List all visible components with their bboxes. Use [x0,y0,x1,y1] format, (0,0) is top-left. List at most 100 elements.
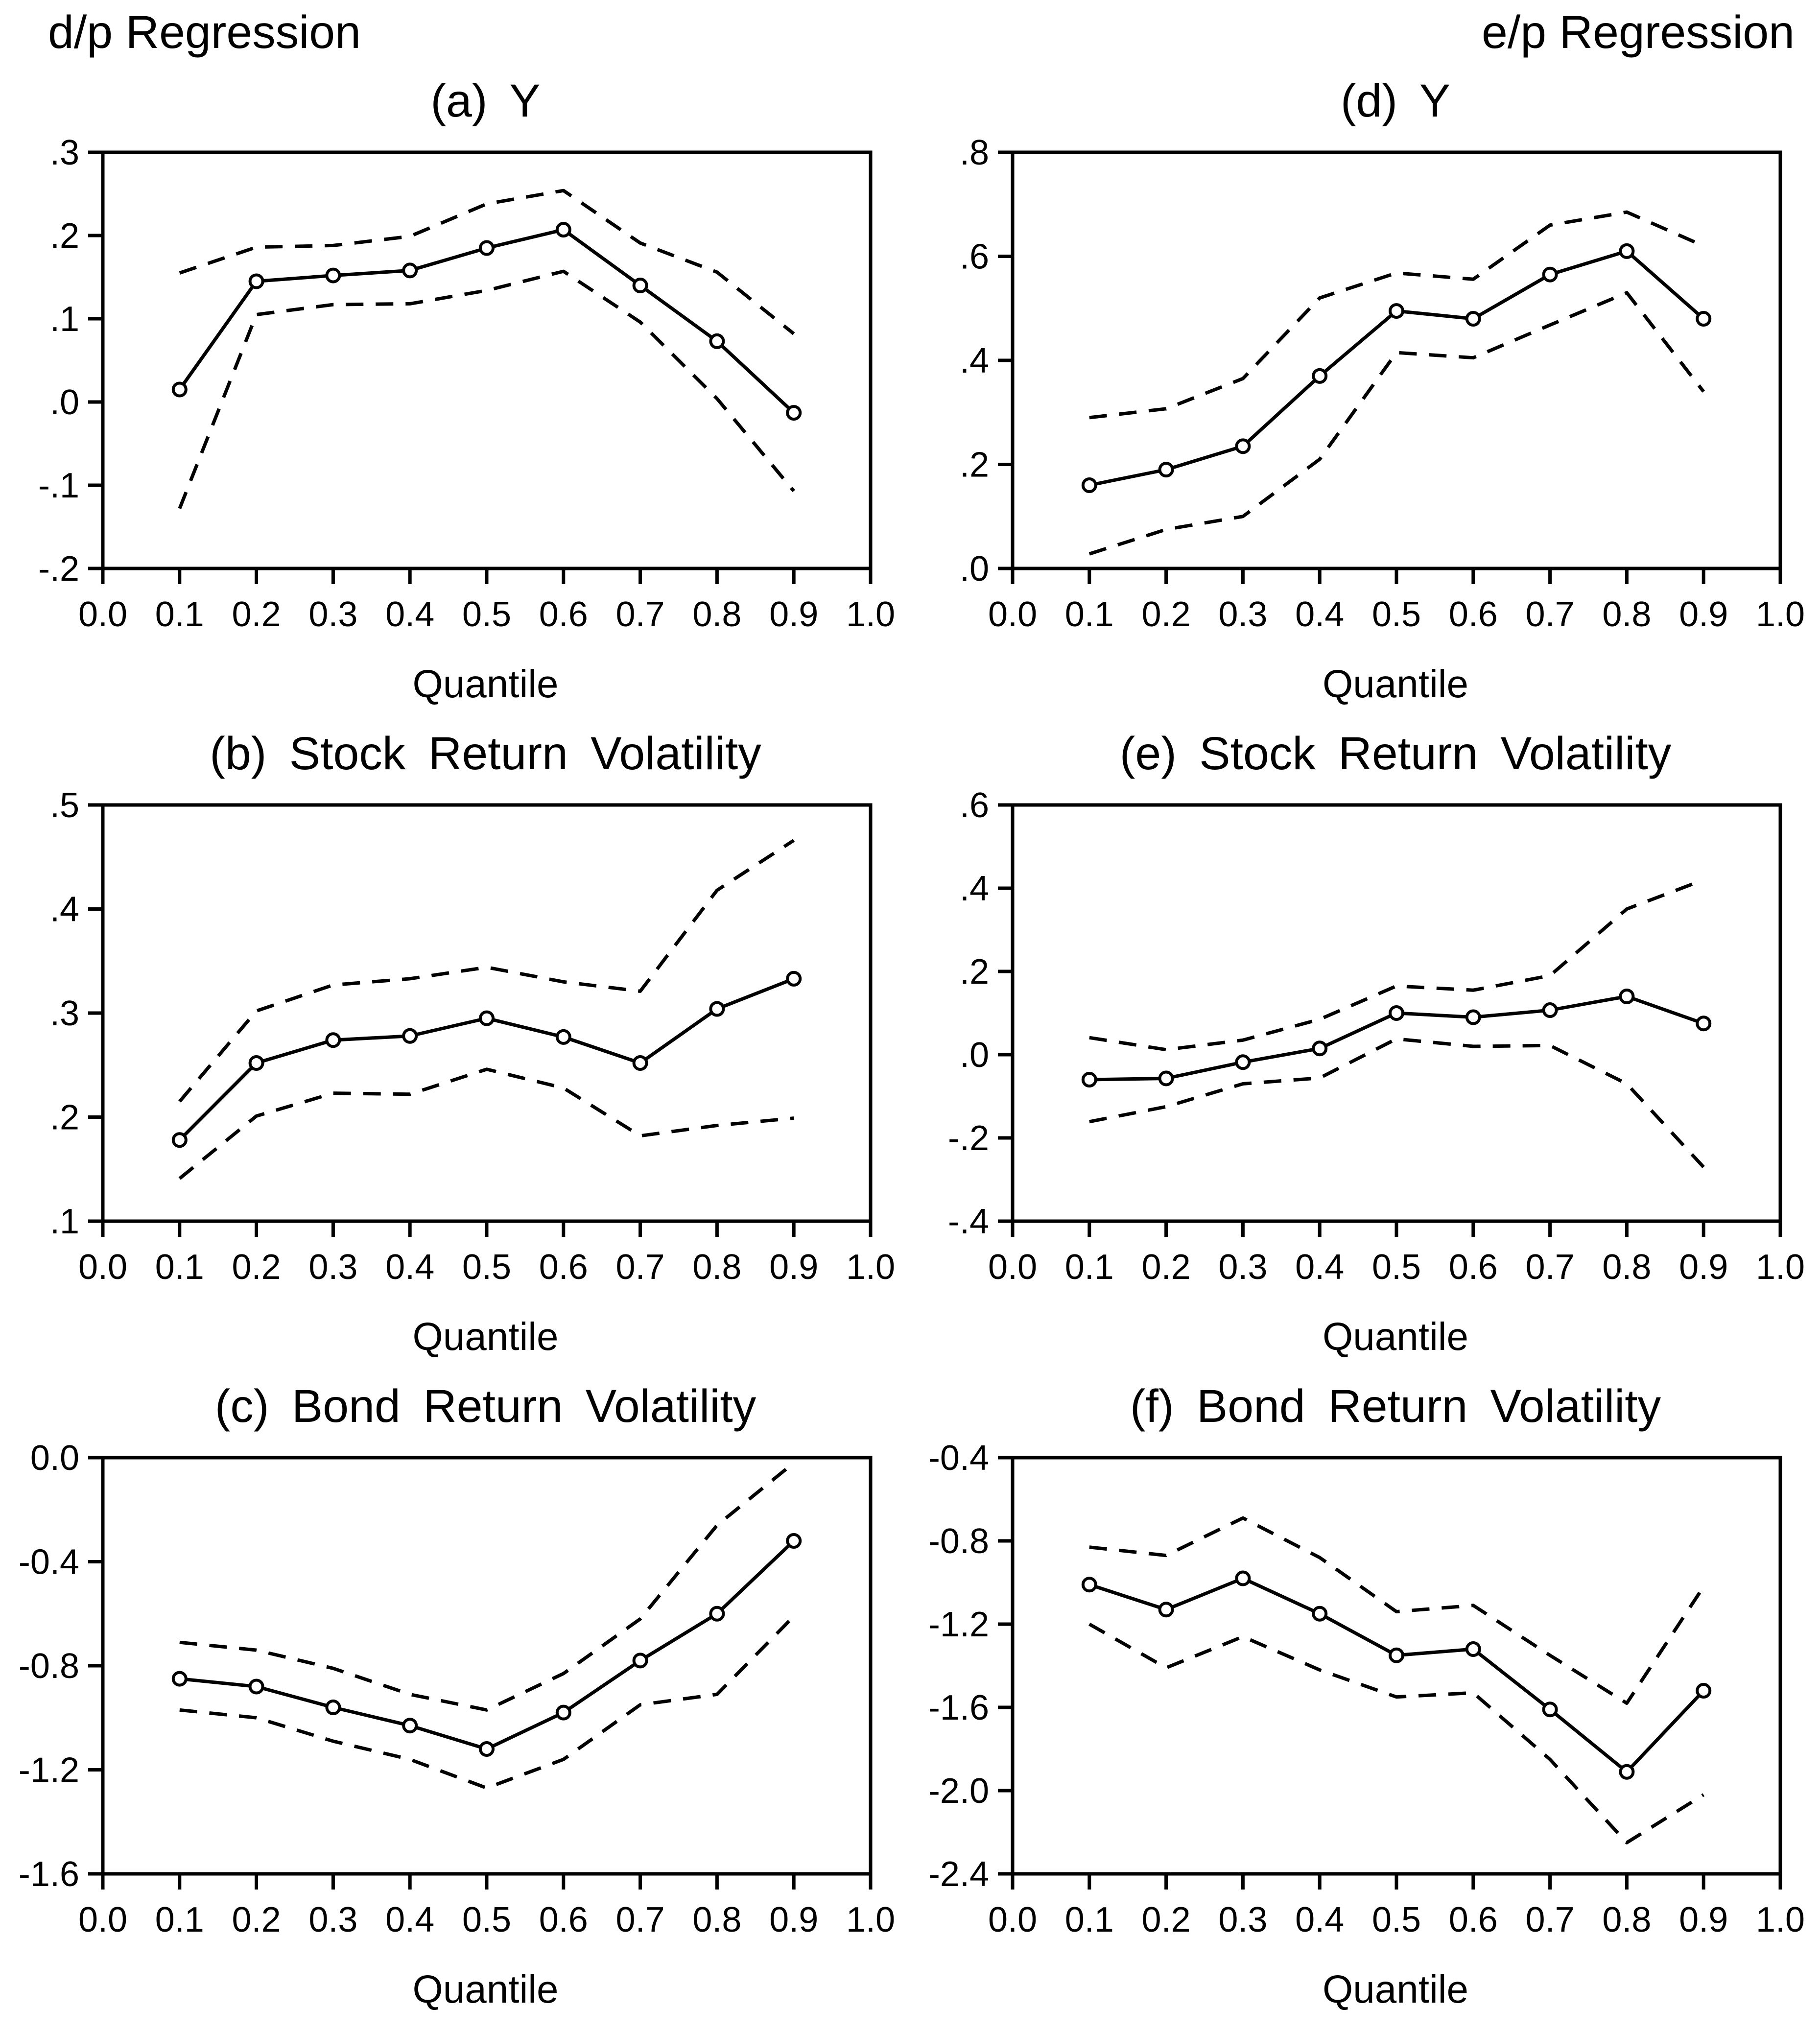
x-axis-tick-label: 0.1 [1065,1900,1114,1939]
data-point-marker [402,1718,418,1734]
x-axis-tick-label: 0.6 [1449,1900,1498,1939]
upper-confidence-band-line [179,1461,795,1712]
y-axis-tick-label: -1.6 [928,1688,989,1727]
x-axis-tick-label: 0.7 [1526,1248,1575,1287]
data-point-marker [632,278,648,293]
y-axis-tick-label: -2.0 [928,1772,989,1811]
data-point-marker [1158,1602,1174,1618]
data-point-marker [1158,1070,1174,1087]
y-axis-tick-label: .8 [960,139,989,172]
data-point-marker [1235,1570,1251,1586]
y-axis-tick-label: -0.8 [19,1647,79,1686]
y-axis-tick-label: .0 [960,1036,989,1075]
data-point-marker [786,405,802,421]
panel-a-chart: .3 .2 .1 .0 -.1 -.2 0.0 0.1 0.2 0.3 0.4 0.5 0.6 0.7 0.… [38,139,895,634]
x-axis-tick-label: 1.0 [846,1248,895,1287]
x-axis-tick-label: 0.1 [1065,1248,1114,1287]
x-axis-tick-label: 0.1 [155,1248,204,1287]
data-point-marker [632,1653,648,1669]
x-axis-tick-label: 0.9 [1679,1900,1728,1939]
data-point-marker [402,262,418,279]
x-axis-tick-label: 0.2 [232,595,281,634]
lower-confidence-band-line [1089,1037,1705,1168]
y-axis-tick-label: -0.4 [928,1444,989,1478]
x-axis-tick-label: 1.0 [846,1900,895,1939]
x-axis-tick-label: 0.9 [769,1248,818,1287]
data-point-marker [171,381,188,398]
panel-f-xaxis-label: Quantile [1323,1967,1468,2011]
column-header-ep-regression: e/p Regression [1482,6,1795,58]
lower-confidence-band-line [178,269,795,509]
x-axis-tick-label: 0.9 [1679,1248,1728,1287]
data-point-marker [1081,1072,1097,1087]
x-axis-tick-label: 0.3 [1218,1248,1267,1287]
x-axis-tick-label: 0.9 [769,1900,818,1939]
x-axis-tick-label: 0.5 [1372,595,1421,634]
x-axis-tick-label: 0.5 [462,1900,511,1939]
data-point-marker [248,273,264,289]
panel-d-chart: .8 .6 .4 .2 .0 0.0 0.1 0.2 0.3 0.4 0.5 0.6 0.7 0.8 0.9… [960,139,1805,634]
quantile-estimate-line [1089,249,1705,487]
y-axis-tick-label: -1.6 [19,1855,79,1894]
x-axis-tick-label: 0.4 [385,1900,434,1939]
x-axis-tick-label: 0.8 [692,1900,741,1939]
x-axis-tick-label: 0.2 [1142,595,1191,634]
y-axis-tick-label: 0.0 [30,1444,79,1478]
plot-box [101,1456,873,1876]
data-point-marker [325,267,341,284]
panel-e-xaxis-label: Quantile [1323,1315,1468,1358]
panel-e-chart: .6 .4 .2 .0 -.2 -.4 0.0 0.1 0.2 0.3 0.4 0.5 0.6 0.7 0.… [948,791,1805,1287]
panel-b-xaxis-label: Quantile [412,1315,559,1358]
panel-b-title: (b) Stock Return Volatility [210,728,761,780]
y-axis-tick-label: -.2 [948,1119,989,1158]
lower-confidence-band-line [179,1615,795,1790]
x-axis-tick-label: 0.0 [988,1248,1037,1287]
panel-b-chart: .5 .4 .3 .2 .1 0.0 0.1 0.2 0.3 0.4 0.5 0.6 0.7 0.8 0.9… [50,791,895,1287]
data-point-marker [1542,1701,1558,1718]
x-axis-tick-label: 0.4 [385,1248,434,1287]
x-axis-tick-label: 0.0 [78,1248,127,1287]
y-axis-tick-label: .2 [50,216,79,256]
y-axis-tick-label: -0.8 [928,1522,989,1561]
panel-c-xaxis-label: Quantile [412,1967,559,2011]
x-axis-tick-label: 0.7 [1526,595,1575,634]
data-point-marker [325,1700,341,1715]
x-axis-tick-label: 0.0 [78,1900,127,1939]
data-point-marker [1235,1054,1251,1070]
data-point-marker [248,1055,264,1071]
y-axis-tick-label: .1 [50,1202,79,1241]
panel-e: (e) Stock Return Volatility .6 .4 .2 .0 -.2 -… [910,727,1820,1359]
data-point-marker [709,1606,725,1622]
data-point-marker [1696,1683,1712,1699]
x-axis-tick-label: 0.4 [385,595,434,634]
lower-confidence-band-line [1088,1622,1705,1844]
y-axis-tick-label: .3 [50,139,79,172]
x-axis-tick-label: 0.8 [692,595,741,634]
x-axis-tick-label: 0.3 [1218,595,1267,634]
data-point-marker [555,222,571,238]
x-axis-tick-label: 0.3 [308,595,357,634]
x-axis-tick-label: 0.9 [769,595,818,634]
data-point-marker [709,333,725,349]
panel-f: (f) Bond Return Volatility -0.4 -0.8 -1.2-… [910,1380,1820,2012]
y-axis-tick-label: -.2 [38,549,79,589]
x-axis-tick-label: 0.3 [308,1248,357,1287]
y-axis-tick-label: -.1 [38,466,79,505]
data-point-marker [1619,989,1635,1004]
data-point-marker [479,1010,495,1026]
x-axis-tick-label: 0.6 [539,1248,588,1287]
y-axis-tick-label: -2.4 [928,1855,989,1894]
upper-confidence-band-line [1089,210,1704,420]
quantile-estimate-line [179,1539,795,1751]
data-point-marker [1312,1606,1328,1622]
data-point-marker [1542,1002,1558,1018]
y-axis-tick-label: -0.4 [19,1543,79,1582]
data-point-marker [555,1704,571,1721]
data-point-marker [1619,243,1635,259]
plot-box [101,150,873,570]
x-axis-tick-label: 0.8 [1602,595,1651,634]
x-axis-tick-label: 0.9 [1679,595,1728,634]
x-axis-tick-label: 0.0 [988,1900,1037,1939]
x-axis-tick-label: 0.5 [462,595,511,634]
